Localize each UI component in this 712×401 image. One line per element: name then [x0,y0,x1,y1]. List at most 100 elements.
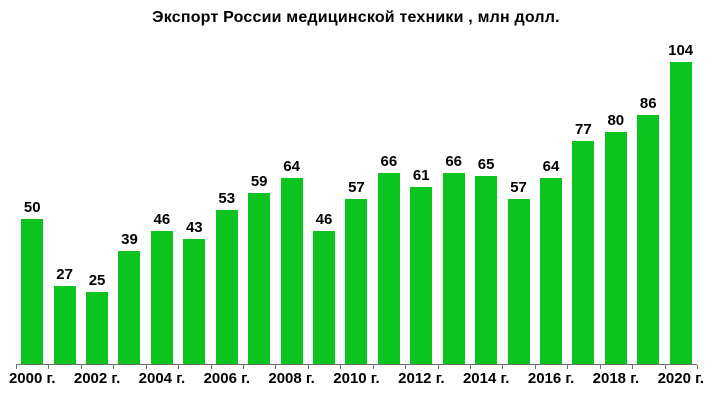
bar-group-2014: 65 [470,34,502,364]
x-tick-label-2002: 2002 г. [73,370,121,387]
axis-tick [632,365,634,369]
bar-group-2002: 25 [81,34,113,364]
value-label-2002: 25 [88,271,106,289]
axis-tick [48,365,50,369]
axis-tick [178,365,180,369]
bar-group-2008: 64 [275,34,307,364]
bar-2016 [539,178,562,364]
x-tick-label-2012: 2012 г. [398,370,445,387]
axis-tick [243,365,244,369]
bar-2002 [86,291,109,364]
bar-2013 [442,172,465,364]
axis-tick [307,365,309,369]
axis-tick [664,365,666,369]
bar-group-2011: 66 [373,34,405,364]
bar-2012 [410,187,433,364]
bar-2000 [21,219,44,364]
bar-2007 [248,192,271,364]
value-label-2012: 61 [412,167,430,185]
bar-2011 [377,172,400,364]
value-label-2008: 64 [283,158,300,176]
bar-group-2017: 77 [567,34,599,364]
bar-group-2020: 104 [664,34,696,364]
bar-group-2005: 43 [178,34,210,364]
axis-tick [80,365,82,369]
value-label-2016: 64 [542,158,560,176]
bar-2010 [345,198,368,364]
axis-tick [340,365,342,369]
bar-group-2000: 50 [16,34,48,364]
value-label-2001: 27 [56,265,73,283]
bar-2003 [118,250,141,364]
bar-group-2006: 53 [211,34,243,364]
axis-tick [502,365,504,369]
bar-2009 [313,230,335,364]
axis-tick [145,365,147,369]
x-tick-label-2016: 2016 г. [527,370,575,387]
bar-2017 [572,140,595,364]
axis-tick [275,365,277,369]
x-axis-labels: 2000 г. 2002 г. 2004 г. 2006 г. 2008 г. 2010 … [9,370,704,390]
axis-tick [372,365,374,369]
value-label-2006: 53 [218,190,236,208]
x-tick-label-2020: 2020 г. [657,370,705,387]
x-axis-ticks [16,365,698,369]
x-tick-label-2010: 2010 г. [333,370,380,387]
x-tick-label-2006: 2006 г. [203,370,251,387]
bar-2015 [507,198,530,364]
bar-group-2016: 64 [535,34,567,364]
axis-tick [437,365,439,369]
bar-2008 [280,178,303,364]
axis-tick [16,365,17,369]
chart-title: Экспорт России медицинской техники , млн… [152,9,560,26]
bar-2014 [475,175,498,364]
bar-2006 [215,210,238,364]
value-label-2020: 104 [668,42,694,60]
bar-2019 [637,114,660,364]
value-label-2000: 50 [23,199,41,216]
bar-group-2010: 57 [340,34,372,364]
axis-tick [599,365,601,369]
value-label-2004: 46 [153,210,171,228]
plot-area: 50 27 25 39 46 43 53 59 64 46 57 66 61 66 65 57 64 77 80 86… [16,34,697,365]
value-label-2015: 57 [510,178,527,196]
bar-2004 [150,230,173,364]
axis-tick [210,365,212,369]
bar-2018 [604,132,627,364]
bar-group-2012: 61 [405,34,437,364]
bar-group-2004: 46 [146,34,178,364]
axis-tick [405,365,407,369]
value-label-2007: 59 [250,172,268,190]
value-label-2003: 39 [121,230,138,248]
bar-2020 [669,62,692,364]
value-label-2014: 65 [477,155,495,173]
value-label-2005: 43 [185,219,203,237]
value-label-2019: 86 [639,94,657,112]
value-label-2009: 46 [315,210,333,228]
value-label-2018: 80 [607,112,625,129]
value-label-2017: 77 [575,120,592,138]
bar-group-2015: 57 [502,34,534,364]
axis-tick [113,365,115,369]
axis-tick [534,365,536,369]
bar-group-2013: 66 [437,34,469,364]
bar-group-2009: 46 [308,34,340,364]
bar-group-2007: 59 [243,34,275,364]
x-tick-label-2014: 2014 г. [462,370,510,387]
bar-2001 [53,285,76,364]
bar-2005 [183,239,206,364]
bar-group-2019: 86 [632,34,664,364]
x-tick-label-2008: 2008 г. [268,370,315,387]
bar-group-2003: 39 [113,34,145,364]
x-tick-label-2000: 2000 г. [8,370,56,387]
value-label-2010: 57 [348,178,365,196]
bar-group-2018: 80 [600,34,632,364]
axis-tick [567,365,569,369]
x-tick-label-2018: 2018 г. [592,370,640,387]
x-tick-label-2004: 2004 г. [138,370,186,387]
bar-group-2001: 27 [48,34,80,364]
value-label-2013: 66 [445,152,463,170]
value-label-2011: 66 [380,152,398,170]
axis-tick [470,365,471,369]
